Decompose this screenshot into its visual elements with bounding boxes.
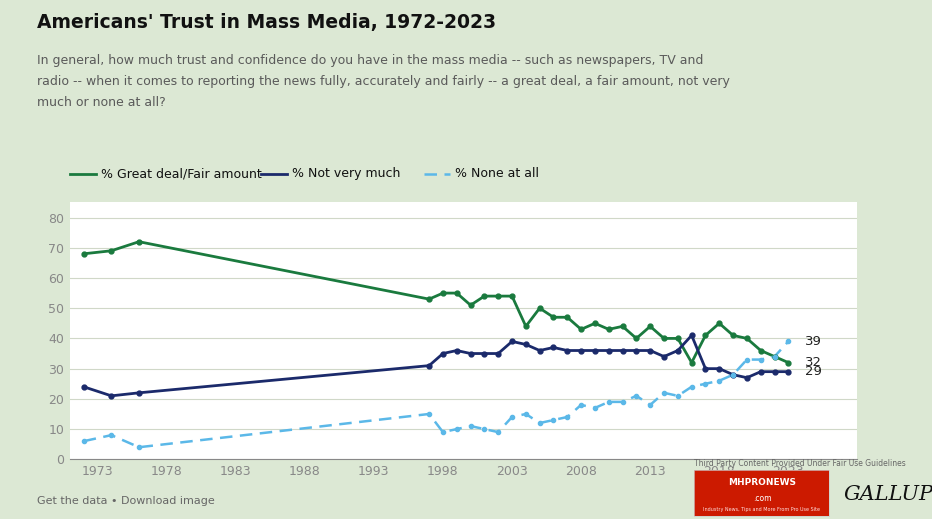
Text: Industry News, Tips and More From Pro Use Site: Industry News, Tips and More From Pro Us… [704,507,820,512]
Text: radio -- when it comes to reporting the news fully, accurately and fairly -- a g: radio -- when it comes to reporting the … [37,75,730,88]
Text: In general, how much trust and confidence do you have in the mass media -- such : In general, how much trust and confidenc… [37,54,704,67]
Text: % None at all: % None at all [455,167,539,181]
Text: 32: 32 [805,356,822,369]
Text: GALLUP: GALLUP [843,485,932,504]
Text: Americans' Trust in Mass Media, 1972-2023: Americans' Trust in Mass Media, 1972-202… [37,13,497,32]
Text: 39: 39 [805,335,822,348]
Text: % Great deal/Fair amount: % Great deal/Fair amount [101,167,261,181]
Text: much or none at all?: much or none at all? [37,96,166,109]
Text: MHPRONEWS: MHPRONEWS [728,479,796,487]
Text: % Not very much: % Not very much [292,167,400,181]
Text: Third Party Content Provided Under Fair Use Guidelines: Third Party Content Provided Under Fair … [694,459,906,468]
Text: Get the data • Download image: Get the data • Download image [37,496,215,506]
Text: 29: 29 [805,365,822,378]
Text: .com: .com [753,494,771,503]
